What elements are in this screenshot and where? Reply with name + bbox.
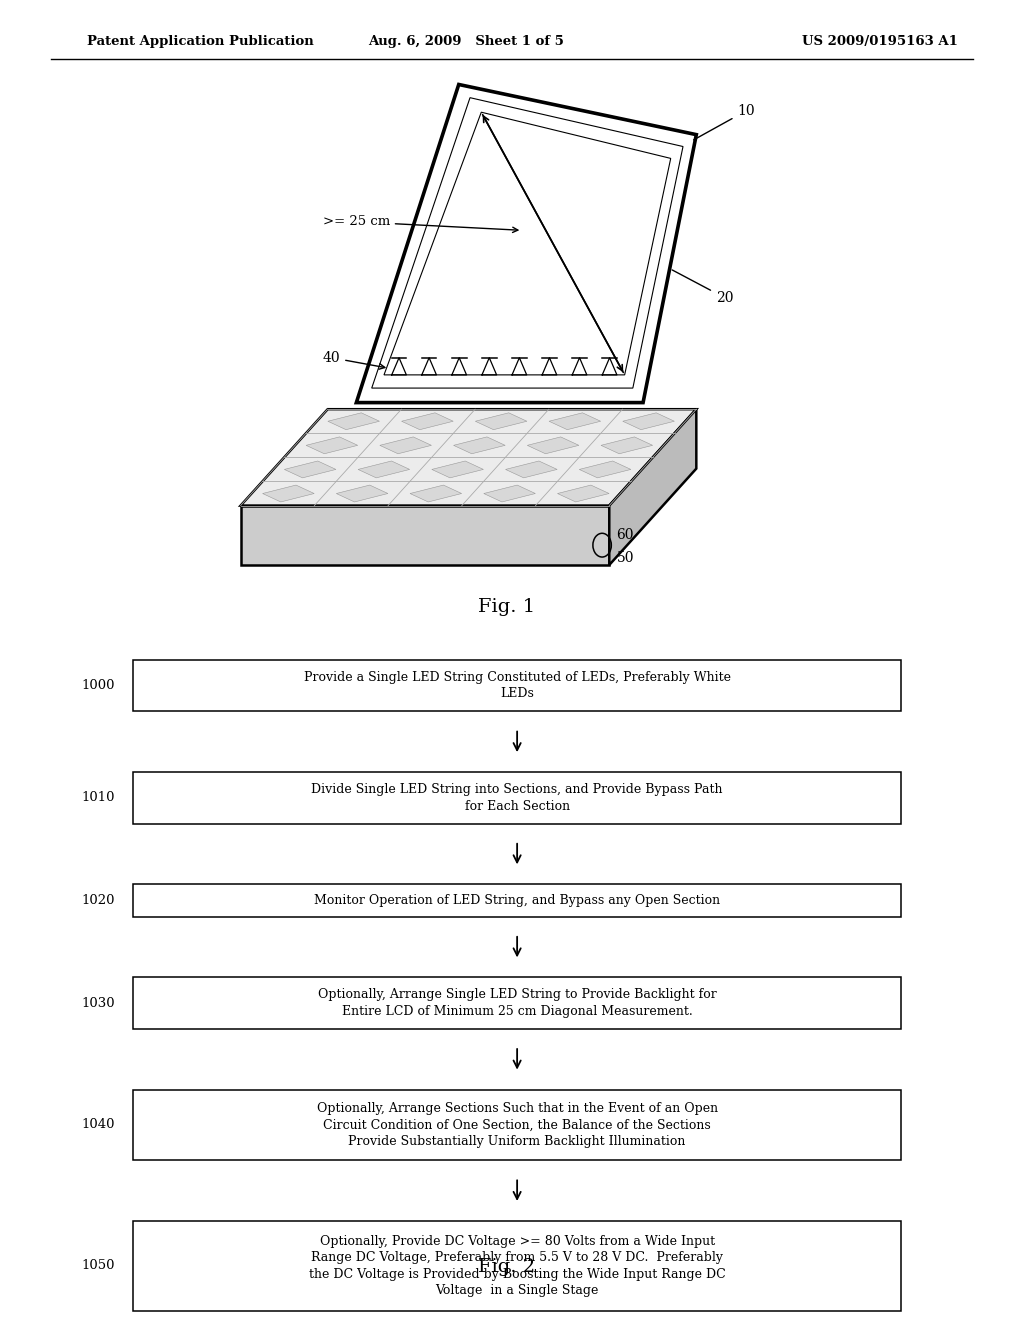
Polygon shape: [380, 437, 431, 454]
Text: 1020: 1020: [81, 894, 115, 907]
Bar: [133, 772, 901, 824]
Polygon shape: [262, 484, 314, 502]
Text: Optionally, Arrange Sections Such that in the Event of an Open
Circuit Condition: Optionally, Arrange Sections Such that i…: [316, 1102, 718, 1148]
Text: 20: 20: [672, 269, 733, 305]
Text: 1040: 1040: [81, 1118, 115, 1131]
Text: Patent Application Publication: Patent Application Publication: [87, 36, 313, 48]
Text: Divide Single LED String into Sections, and Provide Bypass Path
for Each Section: Divide Single LED String into Sections, …: [311, 783, 723, 813]
Bar: [133, 1221, 901, 1311]
Bar: [133, 884, 901, 917]
Text: Optionally, Provide DC Voltage >= 80 Volts from a Wide Input
Range DC Voltage, P: Optionally, Provide DC Voltage >= 80 Vol…: [309, 1234, 725, 1298]
Text: 50: 50: [616, 552, 634, 565]
Polygon shape: [506, 461, 557, 478]
Polygon shape: [601, 437, 652, 454]
Polygon shape: [358, 461, 410, 478]
Bar: [133, 1090, 901, 1160]
Text: 40: 40: [323, 351, 385, 370]
Text: 60: 60: [616, 528, 634, 541]
Bar: [133, 660, 901, 711]
Polygon shape: [557, 484, 609, 502]
Polygon shape: [241, 506, 609, 565]
Polygon shape: [372, 98, 683, 388]
Polygon shape: [401, 413, 454, 430]
Text: Optionally, Arrange Single LED String to Provide Backlight for
Entire LCD of Min: Optionally, Arrange Single LED String to…: [317, 989, 717, 1018]
Text: 1010: 1010: [81, 792, 115, 804]
Polygon shape: [306, 437, 357, 454]
Text: 1030: 1030: [81, 997, 115, 1010]
Polygon shape: [384, 112, 671, 375]
Polygon shape: [336, 484, 388, 502]
Polygon shape: [410, 484, 462, 502]
Text: 1000: 1000: [81, 680, 115, 692]
Polygon shape: [483, 484, 536, 502]
Text: 10: 10: [693, 104, 755, 140]
Polygon shape: [475, 413, 527, 430]
Text: Aug. 6, 2009   Sheet 1 of 5: Aug. 6, 2009 Sheet 1 of 5: [368, 36, 564, 48]
Polygon shape: [623, 413, 675, 430]
Polygon shape: [328, 413, 380, 430]
Text: Fig. 1: Fig. 1: [478, 598, 536, 616]
Text: US 2009/0195163 A1: US 2009/0195163 A1: [802, 36, 957, 48]
Polygon shape: [454, 437, 505, 454]
Text: 1050: 1050: [81, 1259, 115, 1272]
Polygon shape: [609, 409, 696, 565]
Text: Fig. 2: Fig. 2: [478, 1258, 536, 1276]
Polygon shape: [580, 461, 631, 478]
Text: Provide a Single LED String Constituted of LEDs, Preferably White
LEDs: Provide a Single LED String Constituted …: [304, 671, 730, 701]
Polygon shape: [356, 84, 696, 403]
Bar: [133, 978, 901, 1030]
Polygon shape: [241, 409, 696, 506]
Polygon shape: [432, 461, 483, 478]
Text: Monitor Operation of LED String, and Bypass any Open Section: Monitor Operation of LED String, and Byp…: [314, 894, 720, 907]
Polygon shape: [527, 437, 579, 454]
Polygon shape: [549, 413, 601, 430]
Text: >= 25 cm: >= 25 cm: [323, 215, 518, 232]
Polygon shape: [285, 461, 336, 478]
